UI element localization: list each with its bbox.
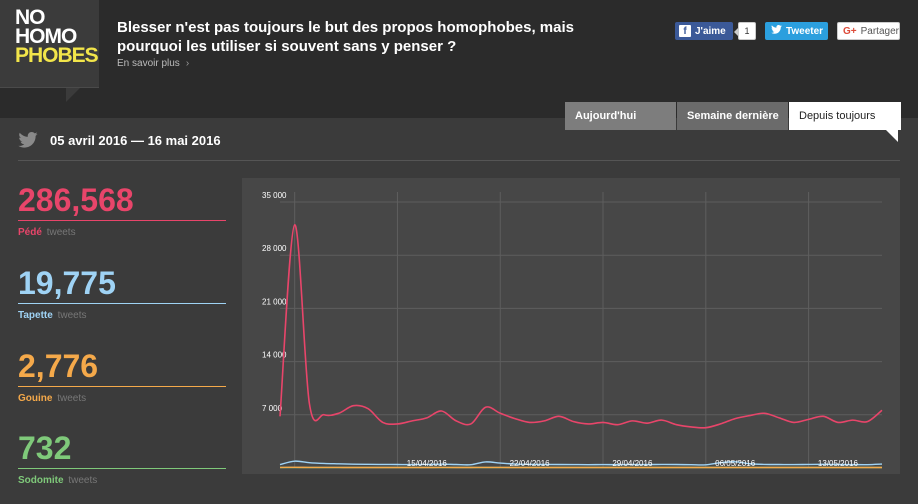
stat-tapette: 19,775 Tapette tweets — [18, 265, 226, 321]
x-tick-label: 29/04/2016 — [612, 459, 653, 468]
learn-more-link[interactable]: En savoir plus › — [117, 58, 189, 69]
stat-name: Gouine — [18, 393, 53, 404]
logo-line-2: HOMO — [15, 25, 77, 48]
tweet-label: Tweeter — [786, 25, 824, 37]
series-line — [279, 223, 883, 429]
facebook-like-label: J'aime — [695, 25, 726, 37]
tab-today[interactable]: Aujourd'hui — [565, 102, 676, 130]
y-tick-label: 21 000 — [262, 297, 287, 306]
stat-value: 2,776 — [18, 348, 99, 384]
stat-pede: 286,568 Pédé tweets — [18, 182, 226, 238]
site-header — [0, 0, 918, 118]
stat-label: Gouine tweets — [18, 393, 226, 404]
stat-underline — [18, 468, 226, 469]
stat-underline — [18, 303, 226, 304]
stat-value: 732 — [18, 430, 72, 466]
facebook-like-count: 1 — [734, 22, 756, 40]
x-tick-label: 15/04/2016 — [407, 459, 448, 468]
google-share-label: Partager — [860, 25, 899, 37]
stat-suffix: tweets — [57, 310, 87, 321]
date-range: 05 avril 2016 — 16 mai 2016 — [50, 132, 221, 148]
y-tick-label: 35 000 — [262, 191, 287, 200]
tab-all-time[interactable]: Depuis toujours — [789, 102, 901, 130]
logo-speech-tail — [66, 88, 80, 102]
google-plus-icon: G+ — [843, 25, 857, 37]
stat-suffix: tweets — [68, 475, 98, 486]
twitter-bird-icon — [771, 25, 782, 37]
stat-underline — [18, 220, 226, 221]
stat-label: Pédé tweets — [18, 227, 226, 238]
date-range-row: 05 avril 2016 — 16 mai 2016 — [18, 132, 221, 148]
tweet-button[interactable]: Tweeter — [765, 22, 828, 40]
stat-value: 286,568 — [18, 182, 134, 218]
x-tick-label: 22/04/2016 — [510, 459, 551, 468]
stat-sodomite: 732 Sodomite tweets — [18, 430, 226, 486]
line-chart: 35 000 28 000 21 000 14 000 7 000 15/04/2016 2… — [262, 191, 883, 469]
headline: Blesser n'est pas toujours le but des pr… — [117, 19, 574, 55]
logo-line-1: NO — [15, 6, 45, 29]
chevron-right-icon: › — [185, 58, 190, 69]
stat-suffix: tweets — [57, 393, 87, 404]
stat-suffix: tweets — [46, 227, 76, 238]
facebook-icon: f — [679, 25, 691, 37]
stat-label: Tapette tweets — [18, 310, 226, 321]
facebook-like-button[interactable]: f J'aime — [675, 22, 733, 40]
learn-more-label: En savoir plus — [117, 58, 180, 69]
stat-underline — [18, 386, 226, 387]
google-plus-share-button[interactable]: G+ Partager — [837, 22, 900, 40]
tab-last-week[interactable]: Semaine dernière — [677, 102, 788, 130]
x-tick-label: 06/05/2016 — [715, 459, 756, 468]
chart-area — [242, 178, 900, 474]
divider — [18, 160, 900, 161]
tab-active-tail — [886, 130, 898, 142]
twitter-bird-icon — [18, 132, 38, 148]
y-tick-label: 7 000 — [262, 404, 283, 413]
y-tick-label: 28 000 — [262, 244, 287, 253]
stat-label: Sodomite tweets — [18, 475, 226, 486]
series-line — [279, 460, 883, 466]
stat-name: Pédé — [18, 227, 42, 238]
logo-line-3: PHOBES — [15, 44, 99, 67]
stat-name: Tapette — [18, 310, 53, 321]
x-tick-label: 13/05/2016 — [818, 459, 859, 468]
stat-name: Sodomite — [18, 475, 64, 486]
stat-value: 19,775 — [18, 265, 116, 301]
y-tick-label: 14 000 — [262, 351, 287, 360]
logo[interactable]: NO HOMO PHOBES — [0, 0, 99, 88]
stat-gouine: 2,776 Gouine tweets — [18, 348, 226, 404]
